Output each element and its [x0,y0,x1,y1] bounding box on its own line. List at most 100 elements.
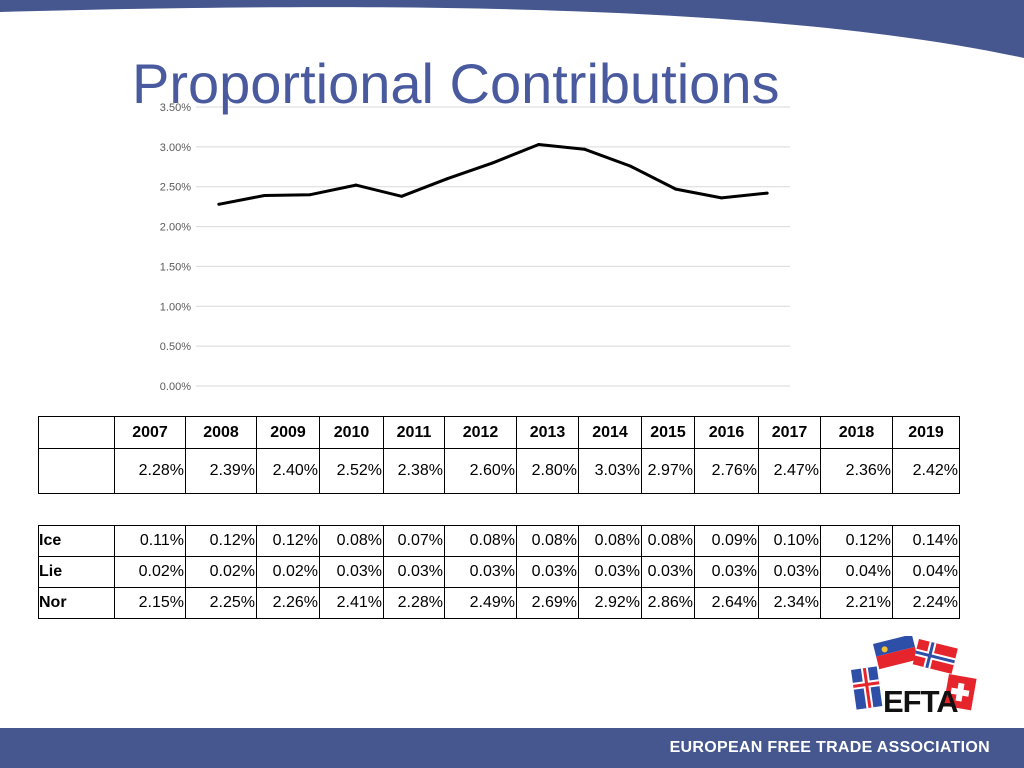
country-value-cell: 2.15% [114,587,186,619]
country-value-cell: 2.24% [892,587,960,619]
year-header-cell: 2018 [820,416,893,449]
series-line [218,143,768,206]
total-value-cell: 2.97% [641,448,695,494]
y-tick-label: 3.50% [160,102,191,114]
yearly-total-table: 2007 2008 2009 2010 2011 2012 2013 2014 2015 2016… [38,416,960,494]
footer-band: EUROPEAN FREE TRADE ASSOCIATION [0,728,1024,768]
country-code-cell: Nor [38,587,115,619]
country-value-cell: 0.03% [444,556,517,588]
data-point [537,142,541,146]
year-header-row: 2007 2008 2009 2010 2011 2012 2013 2014 2015 2016… [38,416,960,449]
country-value-cell: 0.12% [185,525,257,557]
y-tick-label: 1.50% [160,261,191,273]
norway-flag-icon [912,639,958,674]
total-value-cell: 2.42% [892,448,960,494]
total-value-cell: 2.38% [383,448,445,494]
data-point [491,161,495,165]
chart-gridlines [196,106,790,387]
country-value-cell: 0.08% [641,525,695,557]
country-value-cell: 0.03% [578,556,642,588]
data-point [582,147,586,151]
country-value-cell: 2.26% [256,587,320,619]
country-value-cell: 0.03% [319,556,384,588]
country-value-cell: 0.03% [758,556,821,588]
total-value-cell: 2.47% [758,448,821,494]
year-header-cell: 2008 [185,416,257,449]
header-corner-cell [38,416,115,449]
country-value-cell: 0.14% [892,525,960,557]
year-header-cell: 2010 [319,416,384,449]
data-point [217,202,221,206]
country-value-cell: 2.86% [641,587,695,619]
y-tick-label: 0.50% [160,341,191,353]
year-header-cell: 2007 [114,416,186,449]
country-value-cell: 2.64% [694,587,759,619]
country-value-cell: 0.08% [578,525,642,557]
data-point [400,194,404,198]
year-header-cell: 2016 [694,416,759,449]
country-value-cell: 2.28% [383,587,445,619]
country-value-cell: 0.10% [758,525,821,557]
country-value-cell: 0.04% [820,556,893,588]
total-value-cell: 2.60% [444,448,517,494]
country-value-cell: 0.02% [256,556,320,588]
country-value-cell: 2.34% [758,587,821,619]
country-value-cell: 0.02% [114,556,186,588]
total-value-cell: 2.36% [820,448,893,494]
country-value-cell: 2.49% [444,587,517,619]
efta-logo-text: EFTA [883,684,958,718]
country-code-cell: Lie [38,556,115,588]
total-value-cell: 2.76% [694,448,759,494]
data-point [445,177,449,181]
slide-title: Proportional Contributions [132,52,780,115]
data-point [308,193,312,197]
y-tick-label: 2.50% [160,182,191,194]
total-value-cell: 2.80% [516,448,579,494]
country-value-cell: 0.08% [319,525,384,557]
country-contribution-table: Ice 0.11% 0.12% 0.12% 0.08% 0.07% 0.08% 0.08% 0.… [38,525,960,619]
country-code-cell: Ice [38,525,115,557]
country-value-cell: 0.08% [516,525,579,557]
country-value-cell: 0.07% [383,525,445,557]
country-row: Nor 2.15% 2.25% 2.26% 2.41% 2.28% 2.49% 2.69% 2.… [38,587,960,619]
data-point [263,193,267,197]
country-row: Lie 0.02% 0.02% 0.02% 0.03% 0.03% 0.03% 0.03% 0.… [38,556,960,588]
efta-logo: EFTA [851,636,977,718]
country-value-cell: 0.02% [185,556,257,588]
country-value-cell: 0.11% [114,525,186,557]
year-header-cell: 2015 [641,416,695,449]
year-header-cell: 2013 [516,416,579,449]
total-label-cell [38,448,115,494]
year-header-cell: 2019 [892,416,960,449]
country-value-cell: 0.03% [516,556,579,588]
total-value-cell: 2.52% [319,448,384,494]
total-value-cell: 2.39% [185,448,257,494]
iceland-flag-icon [851,666,883,710]
data-point [765,191,769,195]
year-header-cell: 2009 [256,416,320,449]
country-value-cell: 2.21% [820,587,893,619]
country-value-cell: 0.03% [383,556,445,588]
footer-organization-name: EUROPEAN FREE TRADE ASSOCIATION [669,739,990,756]
country-row: Ice 0.11% 0.12% 0.12% 0.08% 0.07% 0.08% 0.08% 0.… [38,525,960,557]
year-header-cell: 2014 [578,416,642,449]
country-value-cell: 2.92% [578,587,642,619]
data-point [354,183,358,187]
country-value-cell: 0.03% [641,556,695,588]
data-point [674,187,678,191]
year-header-cell: 2011 [383,416,445,449]
chart-y-axis-ticks: 0.00% 0.50% 1.00% 1.50% 2.00% 2.50% 3.00% 3.50% [160,102,191,393]
liechtenstein-flag-icon [873,636,919,670]
year-header-cell: 2017 [758,416,821,449]
y-tick-label: 1.00% [160,301,191,313]
total-value-cell: 2.28% [114,448,186,494]
switzerland-flag-icon [943,674,977,711]
total-contribution-row: 2.28% 2.39% 2.40% 2.52% 2.38% 2.60% 2.80% 3.03%… [38,448,960,494]
total-value-cell: 3.03% [578,448,642,494]
year-header-cell: 2012 [444,416,517,449]
y-tick-label: 0.00% [160,381,191,393]
data-point [719,196,723,200]
country-value-cell: 0.09% [694,525,759,557]
country-value-cell: 0.12% [820,525,893,557]
country-value-cell: 0.03% [694,556,759,588]
